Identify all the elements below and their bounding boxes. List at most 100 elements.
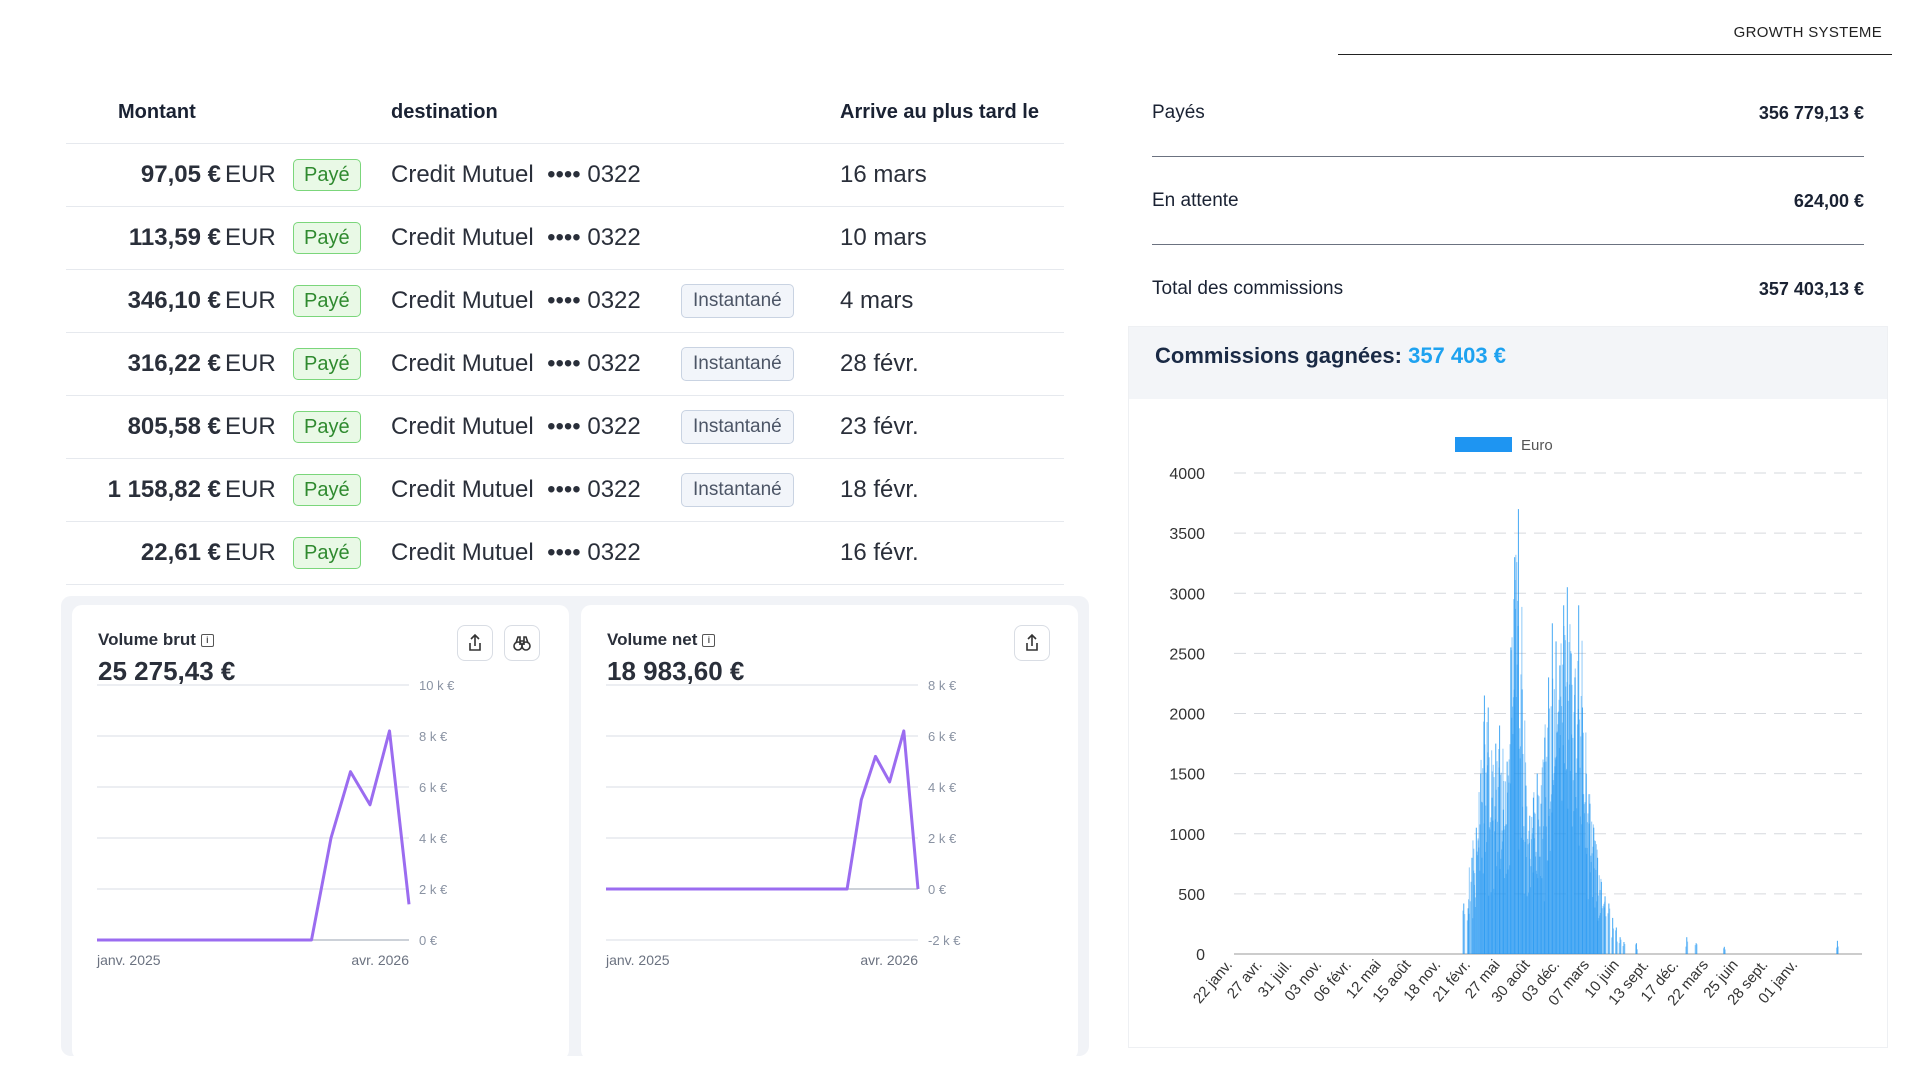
status-badge: Payé — [293, 222, 361, 254]
brand-name: GROWTH SYSTEME — [1733, 24, 1882, 41]
y-tick-label: 2 k € — [419, 882, 448, 897]
gross-volume-chart: 0 € 2 k € 4 k € 6 k € 8 k € 10 k € janv. 2025 a… — [96, 678, 455, 968]
bar — [1542, 838, 1544, 954]
column-arrival[interactable]: Arrive au plus tard le — [840, 101, 1039, 123]
bar — [1548, 677, 1550, 954]
bar — [1588, 794, 1590, 954]
bar — [1580, 736, 1582, 954]
status-badge: Payé — [293, 285, 361, 317]
bar — [1557, 712, 1559, 954]
bars-group — [1462, 509, 1839, 955]
bar — [1468, 913, 1470, 954]
bar — [1603, 907, 1605, 954]
bar — [1545, 826, 1547, 954]
total-label: Total des commissions — [1152, 278, 1344, 299]
bar — [1591, 853, 1593, 954]
bar — [1483, 721, 1485, 954]
bar — [1564, 635, 1566, 954]
table-row[interactable]: 97,05 € EUR Payé Credit Mutuel •••• 0322 16 … — [66, 144, 1064, 207]
bar — [1497, 851, 1499, 954]
table-row[interactable]: 346,10 € EUR Payé Credit Mutuel •••• 0322 In… — [66, 270, 1064, 333]
bar — [1500, 858, 1502, 954]
bar — [1519, 746, 1521, 954]
gross-volume-card[interactable]: Volume brut i 25 275,43 € 0 € 2 k € 4 k € 6 … — [72, 605, 569, 1060]
bar — [1506, 761, 1508, 954]
share-button[interactable] — [457, 625, 493, 661]
bar — [1586, 853, 1588, 954]
bar — [1521, 689, 1523, 954]
bar — [1546, 756, 1548, 954]
bar — [1504, 878, 1506, 954]
info-icon[interactable]: i — [702, 634, 716, 648]
bar — [1466, 920, 1468, 954]
y-tick-label: 3000 — [1169, 586, 1205, 603]
payout-destination: Credit Mutuel •••• 0322 — [391, 413, 641, 441]
bar — [1509, 865, 1511, 954]
table-row[interactable]: 316,22 € EUR Payé Credit Mutuel •••• 0322 In… — [66, 333, 1064, 396]
bar — [1534, 813, 1536, 954]
bar — [1563, 763, 1565, 954]
table-row[interactable]: 22,61 € EUR Payé Credit Mutuel •••• 0322 16 … — [66, 522, 1064, 585]
bar — [1579, 816, 1581, 954]
bar — [1591, 821, 1593, 954]
explore-button[interactable] — [504, 625, 540, 661]
bar — [1517, 509, 1519, 954]
bar — [1530, 866, 1532, 954]
bar — [1539, 856, 1541, 954]
bar — [1508, 782, 1510, 954]
bar — [1509, 744, 1511, 954]
table-row[interactable]: 1 158,82 € EUR Payé Credit Mutuel •••• 0322… — [66, 459, 1064, 522]
instant-badge: Instantané — [681, 410, 794, 444]
info-icon[interactable]: i — [200, 634, 214, 648]
bar — [1476, 855, 1478, 954]
bar — [1622, 946, 1624, 954]
pending-value: 624,00 € — [1793, 191, 1864, 211]
bar — [1529, 815, 1531, 954]
bar — [1541, 878, 1543, 954]
bar — [1481, 857, 1483, 954]
y-tick-label: 6 k € — [419, 780, 448, 795]
column-amount[interactable]: Montant — [118, 101, 196, 123]
bar — [1547, 727, 1549, 954]
bar — [1488, 895, 1490, 954]
y-tick-label: 0 — [1196, 947, 1205, 964]
bank-name: Credit Mutuel — [391, 161, 534, 188]
bar — [1525, 857, 1527, 954]
bar — [1579, 719, 1581, 954]
bar — [1592, 897, 1594, 954]
bar — [1525, 785, 1527, 954]
bar — [1635, 943, 1637, 954]
bar — [1548, 708, 1550, 954]
bar — [1724, 949, 1726, 954]
x-tick-label: janv. 2025 — [605, 952, 670, 968]
column-destination[interactable]: destination — [391, 101, 498, 123]
status-badge: Payé — [293, 537, 361, 569]
bar — [1512, 697, 1514, 954]
status-badge: Payé — [293, 348, 361, 380]
bar — [1553, 785, 1555, 954]
bar — [1619, 937, 1621, 954]
bar — [1636, 949, 1638, 954]
bar — [1598, 918, 1600, 954]
bar — [1603, 903, 1605, 954]
bar — [1464, 914, 1466, 954]
bar — [1567, 700, 1569, 954]
bar — [1723, 946, 1725, 954]
legend-swatch — [1455, 437, 1512, 452]
bar — [1534, 812, 1536, 954]
bar — [1566, 768, 1568, 954]
share-button[interactable] — [1014, 625, 1050, 661]
bar — [1597, 857, 1599, 954]
bar — [1538, 796, 1540, 954]
table-row[interactable]: 113,59 € EUR Payé Credit Mutuel •••• 0322 10… — [66, 207, 1064, 270]
bar — [1512, 734, 1514, 954]
bar — [1487, 707, 1489, 954]
table-row[interactable]: 805,58 € EUR Payé Credit Mutuel •••• 0322 In… — [66, 396, 1064, 459]
bank-name: Credit Mutuel — [391, 539, 534, 566]
bar — [1519, 758, 1521, 954]
bar — [1485, 772, 1487, 954]
payout-currency: EUR — [225, 539, 276, 566]
bar — [1590, 861, 1592, 954]
net-volume-card[interactable]: Volume net i 18 983,60 € -2 k € 0 € 2 k € 4 … — [581, 605, 1078, 1060]
bar — [1527, 844, 1529, 954]
